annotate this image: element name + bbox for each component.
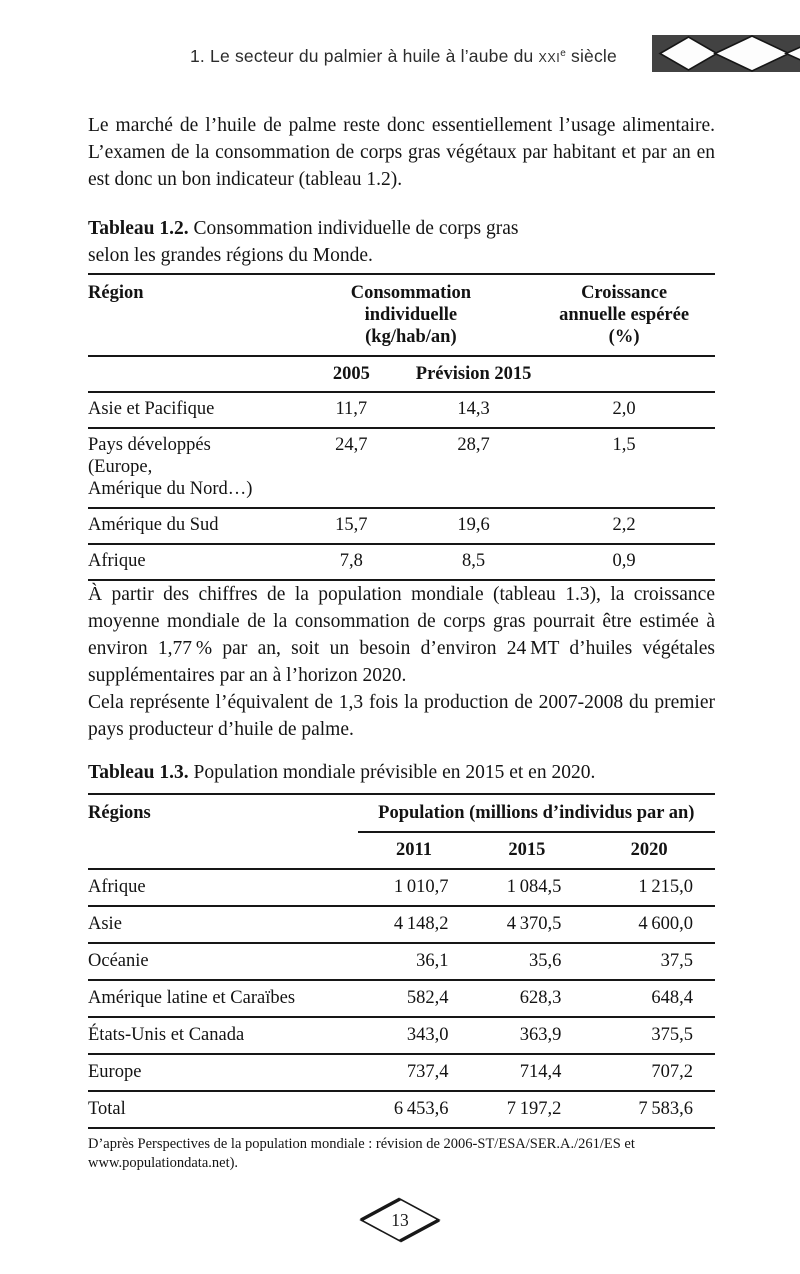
table13-header-row: Régions Population (millions d’individus…: [88, 794, 715, 870]
diamond-outline-icon: [359, 1197, 441, 1243]
cell-2020: 648,4: [583, 980, 715, 1018]
cell-2011: 4 148,2: [357, 906, 471, 944]
cell-2020: 707,2: [583, 1054, 715, 1092]
cell-2011: 737,4: [357, 1054, 471, 1092]
cell-2011: 1 010,7: [357, 869, 471, 907]
table13-caption: Tableau 1.3. Population mondiale prévisi…: [88, 759, 715, 786]
cell-2015: 28,7: [414, 428, 534, 509]
col-header-2020: 2020: [583, 832, 715, 870]
cell-2015: 8,5: [414, 544, 534, 581]
table-row: Pays développés (Europe, Amérique du Nor…: [88, 428, 715, 509]
cell-2015: 14,3: [414, 392, 534, 429]
table-consumption: Région Consommation individuelle (kg/hab…: [88, 273, 715, 581]
cell-growth: 2,0: [533, 392, 715, 429]
table-row: États-Unis et Canada 343,0 363,9 375,5: [88, 1017, 715, 1055]
cell-2005: 7,8: [288, 544, 415, 581]
cell-2015: 7 197,2: [470, 1091, 584, 1129]
cell-growth: 0,9: [533, 544, 715, 581]
chapter-title-text: 1. Le secteur du palmier à huile à l’aub…: [190, 46, 539, 66]
row-label: Afrique: [88, 869, 358, 907]
col-header-2011: 2011: [357, 832, 471, 870]
table-row: Afrique 1 010,7 1 084,5 1 215,0: [88, 869, 715, 907]
page-number: 13: [391, 1209, 409, 1230]
cell-2011: 343,0: [357, 1017, 471, 1055]
row-label: Europe: [88, 1054, 358, 1092]
empty-cell: [533, 356, 715, 393]
paragraph-population-growth: À partir des chiffres de la population m…: [88, 584, 715, 686]
col-header-population: Population (millions d’individus par an): [357, 794, 715, 833]
cell-2005: 11,7: [288, 392, 415, 429]
table-row-total: Total 6 453,6 7 197,2 7 583,6: [88, 1091, 715, 1129]
row-label: Asie: [88, 906, 358, 944]
table-row: Océanie 36,1 35,6 37,5: [88, 943, 715, 981]
cell-2015: 35,6: [470, 943, 584, 981]
cell-2015: 363,9: [470, 1017, 584, 1055]
chapter-title-suffix: siècle: [565, 46, 617, 66]
century-smallcaps: XXI: [538, 51, 561, 65]
row-label: Asie et Pacifique: [88, 392, 289, 429]
table12-caption-label: Tableau 1.2.: [88, 218, 189, 239]
page-footer: 13: [0, 1196, 800, 1244]
col-header-growth: Croissance annuelle espérée (%): [533, 274, 715, 357]
text-column: Le marché de l’huile de palme reste donc…: [88, 112, 715, 1188]
table13-caption-label: Tableau 1.3.: [88, 762, 189, 783]
table12-caption: Tableau 1.2. Consommation individuelle d…: [88, 215, 715, 269]
table12-caption-text: Consommation individuelle de corps gras …: [88, 218, 519, 266]
col-header-2005: 2005: [288, 356, 415, 393]
table12-header-row: Région Consommation individuelle (kg/hab…: [88, 274, 715, 357]
table-row: Amérique latine et Caraïbes 582,4 628,3 …: [88, 980, 715, 1018]
cell-growth: 1,5: [533, 428, 715, 509]
row-label: Pays développés (Europe, Amérique du Nor…: [88, 428, 289, 509]
row-label: États-Unis et Canada: [88, 1017, 358, 1055]
row-label: Océanie: [88, 943, 358, 981]
col-header-consumption: Consommation individuelle (kg/hab/an): [288, 274, 534, 357]
cell-2011: 36,1: [357, 943, 471, 981]
cell-2020: 4 600,0: [583, 906, 715, 944]
paragraph-market: Le marché de l’huile de palme reste donc…: [88, 115, 715, 190]
chapter-title: 1. Le secteur du palmier à huile à l’aub…: [190, 46, 617, 67]
table-row: Afrique 7,8 8,5 0,9: [88, 544, 715, 581]
table-row: Europe 737,4 714,4 707,2: [88, 1054, 715, 1092]
row-label: Amérique latine et Caraïbes: [88, 980, 358, 1018]
cell-2015: 4 370,5: [470, 906, 584, 944]
empty-cell: [88, 356, 289, 393]
cell-2020: 375,5: [583, 1017, 715, 1055]
row-label: Amérique du Sud: [88, 508, 289, 545]
cell-2011: 6 453,6: [357, 1091, 471, 1129]
cell-2015: 19,6: [414, 508, 534, 545]
page-number-ornament: 13: [358, 1196, 442, 1244]
cell-2015: 628,3: [470, 980, 584, 1018]
row-label: Afrique: [88, 544, 289, 581]
table13-year-row: 2011 2015 2020: [88, 832, 715, 870]
cell-2020: 7 583,6: [583, 1091, 715, 1129]
row-label: Total: [88, 1091, 358, 1129]
cell-2015: 714,4: [470, 1054, 584, 1092]
table-row: Asie 4 148,2 4 370,5 4 600,0: [88, 906, 715, 944]
century-superscript: e: [560, 48, 566, 59]
table13-caption-text: Population mondiale prévisible en 2015 e…: [188, 762, 596, 783]
cell-growth: 2,2: [533, 508, 715, 545]
cell-2005: 24,7: [288, 428, 415, 509]
paragraph-equivalent: Cela représente l’équivalent de 1,3 fois…: [88, 692, 715, 740]
col-header-2015: 2015: [470, 832, 584, 870]
table-row: Asie et Pacifique 11,7 14,3 2,0: [88, 392, 715, 429]
table-population: Régions Population (millions d’individus…: [88, 793, 715, 1129]
cell-2005: 15,7: [288, 508, 415, 545]
diamond-band-icon: [652, 35, 800, 72]
cell-2020: 1 215,0: [583, 869, 715, 907]
table13-source-note: D’après Perspectives de la population mo…: [88, 1136, 635, 1171]
col-header-regions: Régions: [88, 794, 358, 870]
table12-subheader-row: 2005 Prévision 2015: [88, 356, 715, 393]
col-header-region: Région: [88, 274, 289, 357]
col-header-prevision-2015: Prévision 2015: [414, 356, 534, 393]
cell-2015: 1 084,5: [470, 869, 584, 907]
table-row: Amérique du Sud 15,7 19,6 2,2: [88, 508, 715, 545]
cell-2020: 37,5: [583, 943, 715, 981]
cell-2011: 582,4: [357, 980, 471, 1018]
